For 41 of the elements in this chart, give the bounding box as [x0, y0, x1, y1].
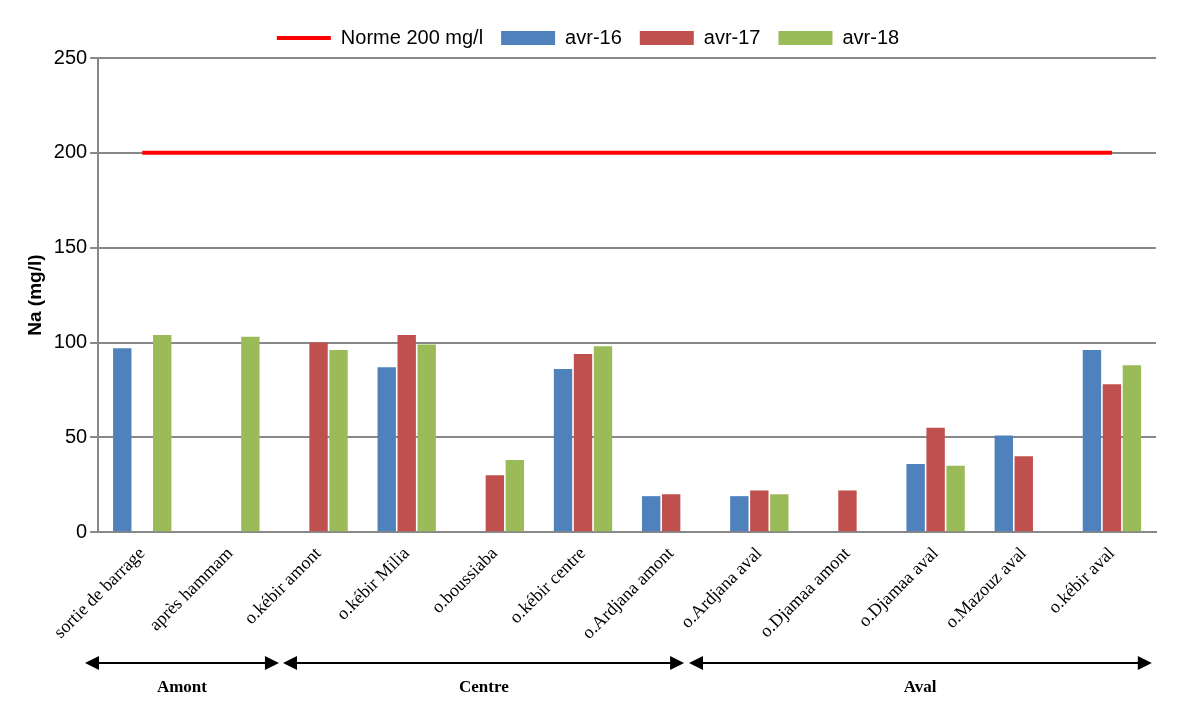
- bar: [750, 490, 769, 532]
- bar: [485, 475, 505, 532]
- bar: [417, 344, 436, 532]
- bar: [906, 463, 925, 532]
- bar: [113, 348, 132, 532]
- legend-label: avr-17: [703, 25, 761, 48]
- text: Centre: [458, 677, 509, 697]
- bar: [730, 496, 749, 532]
- y-axis-title: Na (mg/l): [23, 254, 45, 336]
- bar: [1102, 384, 1122, 532]
- bar: [153, 334, 172, 532]
- bar: [377, 367, 396, 532]
- bar: [1122, 365, 1142, 532]
- bar: [770, 494, 789, 532]
- bar: [946, 465, 965, 532]
- y-tick-label: 200: [53, 140, 88, 163]
- bar: [505, 460, 525, 532]
- y-tick-label: 0: [76, 519, 88, 542]
- bar: [994, 435, 1013, 532]
- legend-label: avr-16: [565, 25, 622, 48]
- bar: [241, 336, 260, 532]
- bar: [573, 353, 593, 532]
- bar: [593, 346, 613, 532]
- bar: [309, 342, 328, 532]
- bar: [641, 496, 661, 532]
- y-tick-label: 250: [53, 45, 88, 68]
- y-tick-label: 150: [53, 235, 88, 258]
- y-tick-label: 50: [64, 424, 88, 447]
- bar: [926, 427, 945, 532]
- bar: [1014, 456, 1033, 532]
- legend-label: Norme 200 mg/l: [340, 25, 484, 48]
- bar: [661, 494, 681, 532]
- text: Amont: [156, 677, 207, 697]
- legend-label: avr-18: [842, 25, 900, 48]
- bar: [553, 369, 573, 532]
- text: Aval: [903, 677, 937, 697]
- bar: [1082, 350, 1102, 532]
- y-tick-label: 100: [53, 330, 88, 353]
- bar: [329, 350, 348, 532]
- bar: [838, 490, 857, 532]
- bar: [397, 334, 416, 532]
